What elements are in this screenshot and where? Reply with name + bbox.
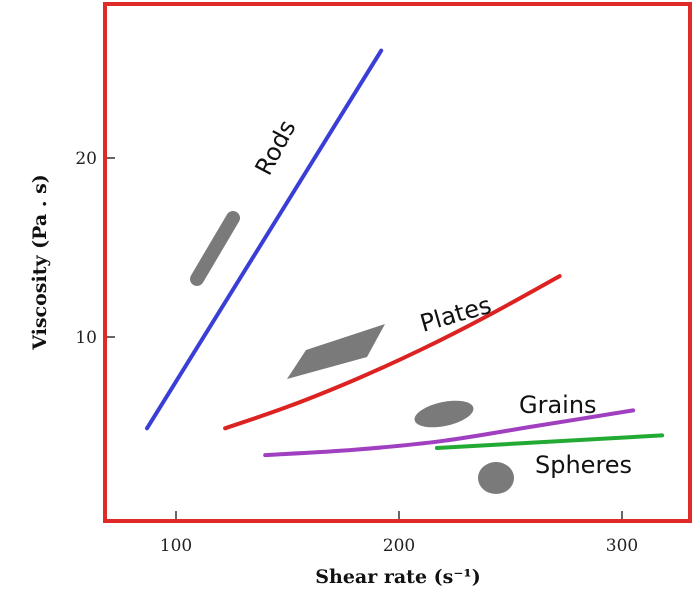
rod-shape [190, 211, 240, 286]
y-tick-label: 10 [75, 328, 97, 348]
particle-shapes [190, 211, 514, 494]
series-line-plates [223, 274, 562, 431]
chart-frame [103, 2, 692, 523]
series-group [145, 48, 665, 458]
series-line-spheres [434, 433, 665, 450]
x-tick-label: 100 [160, 536, 192, 556]
plate-shape [287, 324, 385, 379]
series-label-spheres: Spheres [535, 451, 632, 479]
series-line-rods [145, 48, 384, 431]
grain-shape [414, 400, 474, 428]
series-label-grains: Grains [519, 391, 597, 419]
x-tick-label: 300 [606, 536, 638, 556]
series-label-rods: Rods [250, 115, 302, 179]
axes: 100 200 300 10 20 [75, 149, 638, 556]
series-line-grains [263, 408, 636, 458]
x-axis-title: Shear rate (s⁻¹) [315, 566, 480, 588]
x-tick-label: 200 [383, 536, 415, 556]
sphere-shape [478, 462, 514, 494]
y-tick-label: 20 [75, 149, 97, 169]
y-axis-title: Viscosity (Pa . s) [29, 174, 51, 351]
